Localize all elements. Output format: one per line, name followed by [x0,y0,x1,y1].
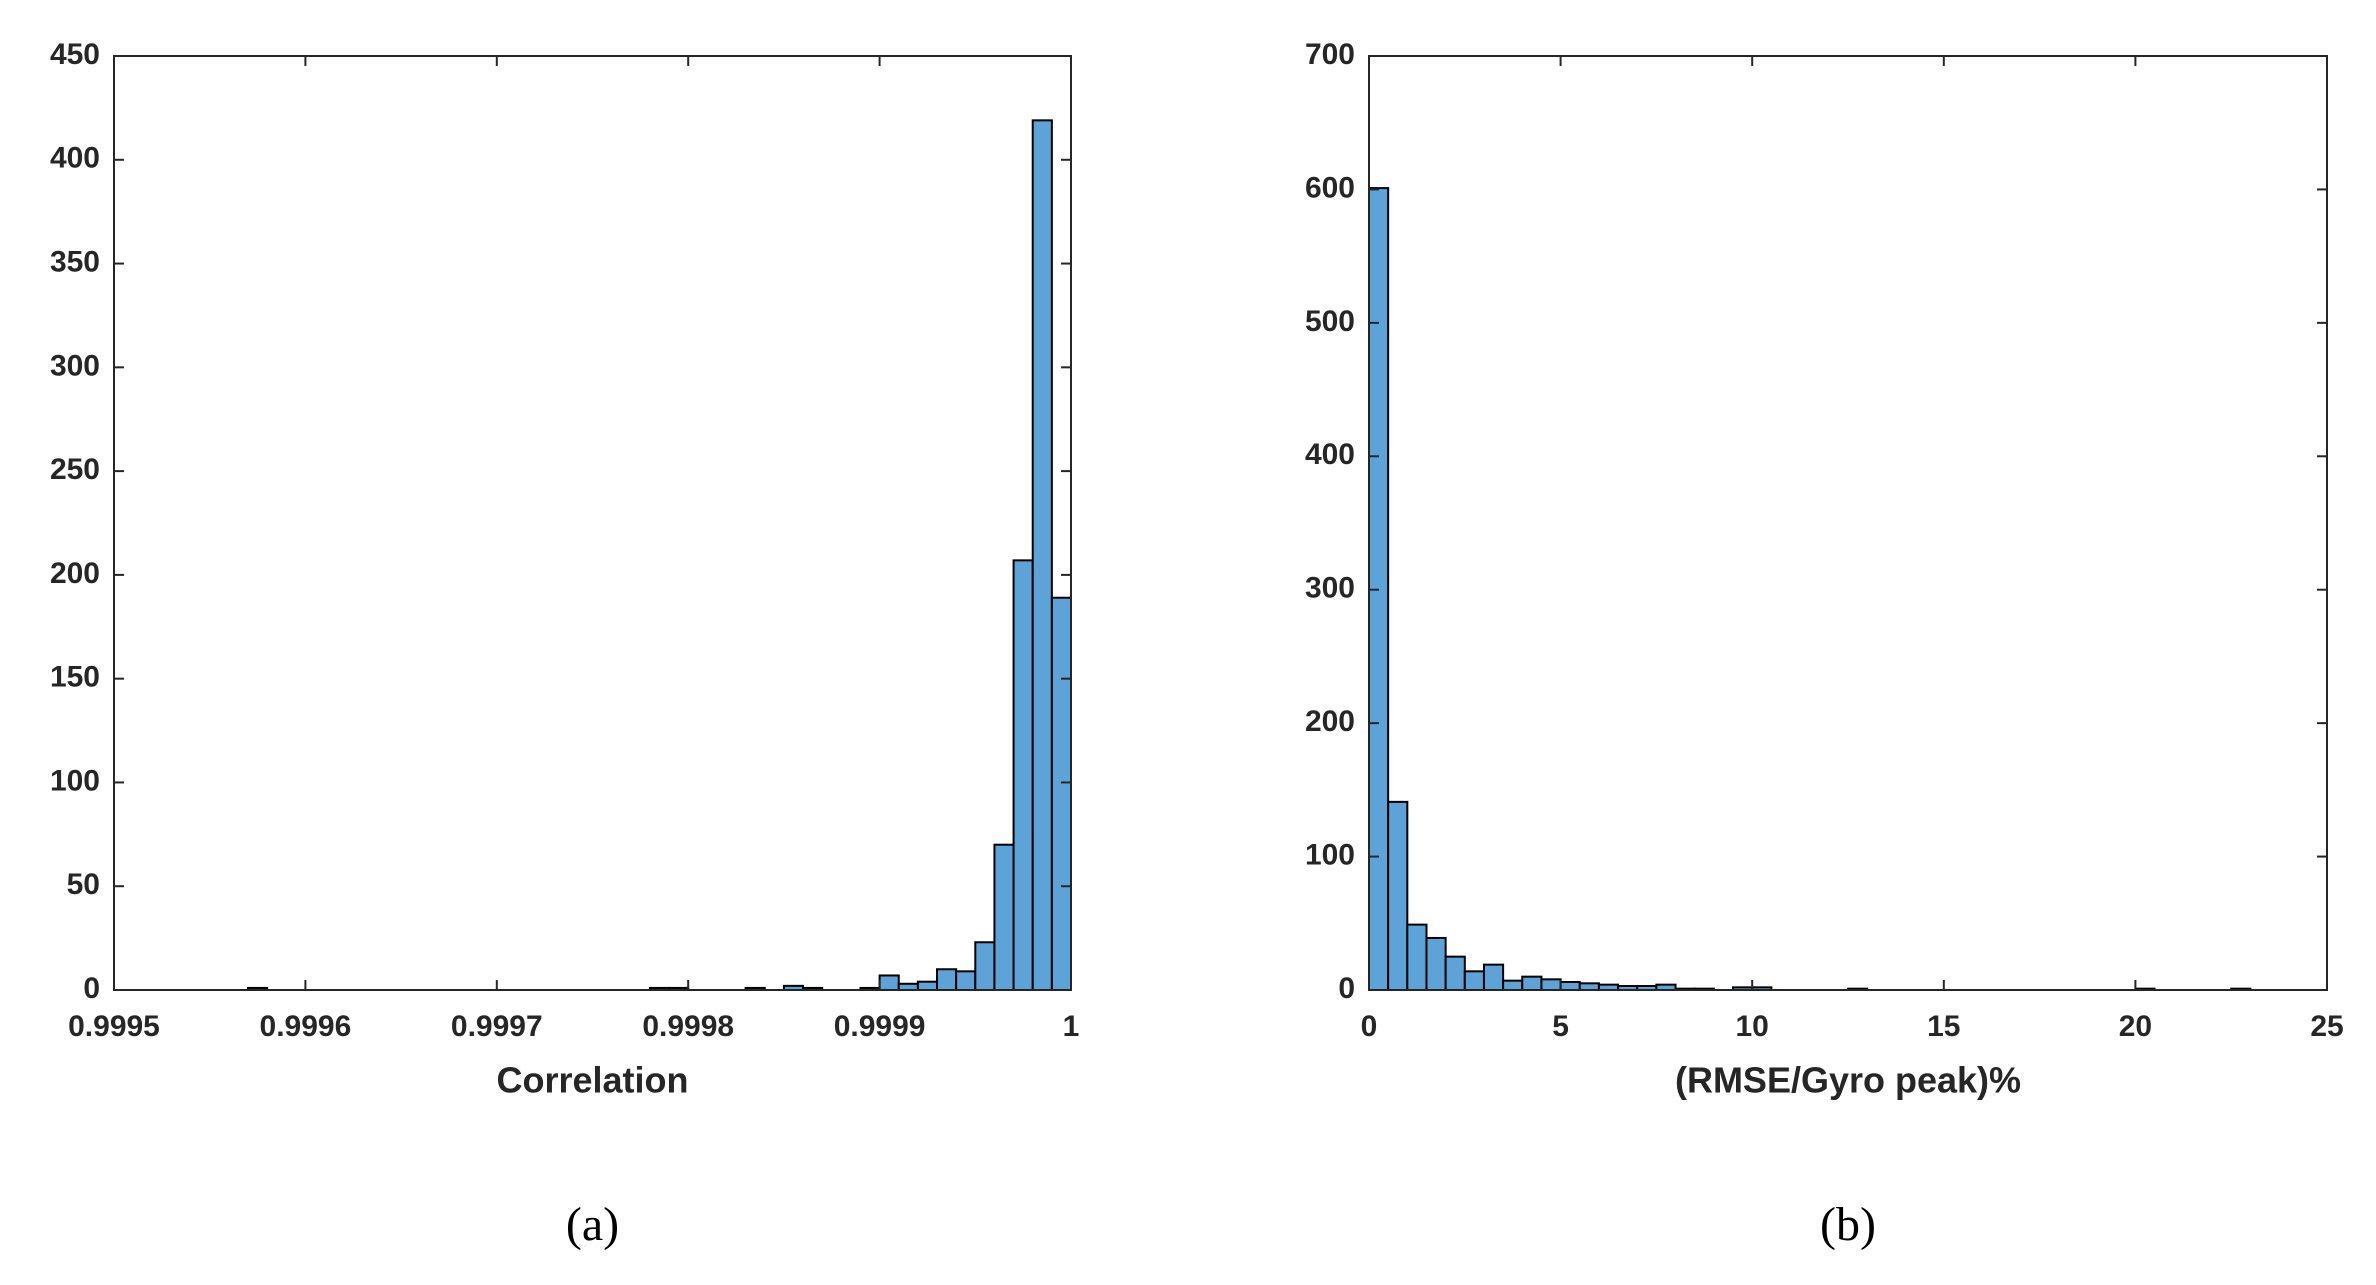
x-tick-label: 1 [1063,1010,1080,1043]
bar [1463,970,1485,992]
bar [974,941,996,991]
bar [1540,978,1562,992]
bar [993,843,1015,992]
bar [1559,980,1581,991]
caption: (b) [1820,1198,1876,1251]
y-tick-label: 350 [50,245,100,278]
plot-frame [1368,55,2328,991]
bar [1050,596,1072,991]
y-tick-label: 400 [1305,438,1355,471]
y-tick-label: 250 [50,453,100,486]
y-tick-label: 0 [1338,972,1355,1005]
x-tick-label: 0 [1361,1010,1378,1043]
bar [1406,923,1428,991]
y-tick-label: 50 [67,868,100,901]
bar [1521,975,1543,992]
x-tick-label: 15 [1927,1010,1960,1043]
bar [1012,559,1034,991]
bar [936,968,958,992]
bar [1444,955,1466,992]
bar [1425,936,1447,991]
x-tick-label: 0.9997 [451,1010,543,1043]
bar [1482,963,1505,991]
x-tick-label: 0.9996 [260,1010,352,1043]
bar [1578,982,1600,991]
y-tick-label: 150 [50,661,100,694]
bar [955,970,977,992]
y-tick-label: 500 [1305,305,1355,338]
bar [878,974,900,992]
y-tick-label: 200 [50,557,100,590]
x-tick-label: 0.9995 [68,1010,160,1043]
x-tick-label: 0.9998 [642,1010,734,1043]
bar [1031,119,1053,991]
y-tick-label: 600 [1305,171,1355,204]
bar [1387,800,1409,992]
x-tick-label: 5 [1552,1010,1569,1043]
y-tick-label: 100 [1305,838,1355,871]
y-tick-label: 0 [83,972,100,1005]
x-tick-label: 10 [1736,1010,1769,1043]
bar [1502,979,1524,991]
y-tick-label: 300 [50,349,100,382]
y-tick-label: 200 [1305,705,1355,738]
y-tick-label: 700 [1305,38,1355,71]
caption: (a) [566,1198,619,1251]
bar [916,980,939,991]
plot-frame [113,55,1072,991]
y-tick-label: 400 [50,142,100,175]
x-tick-label: 25 [2310,1010,2343,1043]
x-axis-label: Correlation [496,1060,688,1101]
x-tick-label: 20 [2119,1010,2152,1043]
x-axis-label: (RMSE/Gyro peak)% [1675,1060,2021,1101]
y-tick-label: 300 [1305,572,1355,605]
x-tick-label: 0.9999 [834,1010,926,1043]
y-tick-label: 450 [50,38,100,71]
y-tick-label: 100 [50,764,100,797]
